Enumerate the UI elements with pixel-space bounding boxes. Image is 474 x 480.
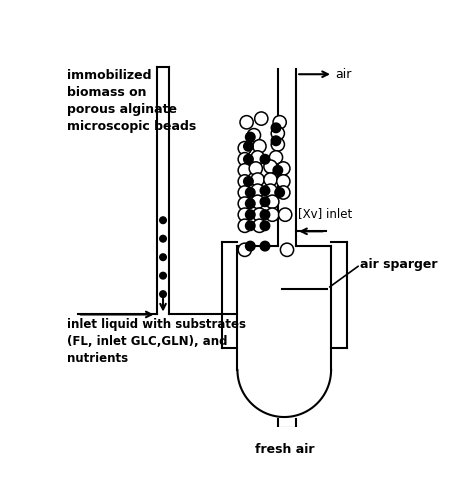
Circle shape xyxy=(264,173,277,186)
Circle shape xyxy=(273,166,283,175)
Circle shape xyxy=(271,136,281,145)
Circle shape xyxy=(246,221,255,230)
Circle shape xyxy=(264,160,277,173)
Circle shape xyxy=(255,112,268,125)
Circle shape xyxy=(244,155,253,164)
Circle shape xyxy=(247,129,261,142)
Text: air sparger: air sparger xyxy=(360,258,438,271)
Circle shape xyxy=(273,116,286,129)
Circle shape xyxy=(266,208,279,221)
Circle shape xyxy=(160,291,166,298)
Circle shape xyxy=(277,175,290,188)
Circle shape xyxy=(251,151,264,164)
Circle shape xyxy=(277,186,290,199)
Text: inlet liquid with substrates
(FL, inlet GLC,GLN), and
nutrients: inlet liquid with substrates (FL, inlet … xyxy=(66,318,246,365)
Circle shape xyxy=(269,151,283,164)
Circle shape xyxy=(253,140,266,153)
Circle shape xyxy=(260,241,270,251)
Circle shape xyxy=(271,127,284,140)
Circle shape xyxy=(260,155,270,164)
Circle shape xyxy=(238,219,251,232)
Circle shape xyxy=(238,175,251,188)
Circle shape xyxy=(238,186,251,199)
Circle shape xyxy=(246,241,255,251)
Circle shape xyxy=(160,217,166,224)
Circle shape xyxy=(260,197,270,206)
Circle shape xyxy=(253,219,266,232)
Circle shape xyxy=(160,254,166,261)
Circle shape xyxy=(246,132,255,142)
Circle shape xyxy=(271,138,284,151)
Circle shape xyxy=(266,195,279,208)
Text: immobilized
biomass on
porous alginate
microscopic beads: immobilized biomass on porous alginate m… xyxy=(66,69,196,132)
Circle shape xyxy=(279,208,292,221)
Circle shape xyxy=(160,272,166,279)
Text: [Xv] inlet: [Xv] inlet xyxy=(298,207,352,220)
Circle shape xyxy=(238,243,251,256)
Text: air: air xyxy=(335,68,351,81)
Circle shape xyxy=(281,243,293,256)
Circle shape xyxy=(251,184,264,197)
Circle shape xyxy=(238,153,251,166)
Circle shape xyxy=(271,123,281,132)
Circle shape xyxy=(264,184,277,197)
Circle shape xyxy=(277,162,290,175)
Circle shape xyxy=(240,116,253,129)
Circle shape xyxy=(246,199,255,208)
Circle shape xyxy=(260,210,270,219)
Circle shape xyxy=(249,162,263,175)
Circle shape xyxy=(160,235,166,242)
Circle shape xyxy=(260,186,270,195)
Circle shape xyxy=(244,142,253,151)
Circle shape xyxy=(251,173,264,186)
Circle shape xyxy=(275,188,284,197)
Text: fresh air: fresh air xyxy=(255,443,314,456)
Circle shape xyxy=(246,188,255,197)
Circle shape xyxy=(244,177,253,186)
Circle shape xyxy=(260,221,270,230)
Circle shape xyxy=(238,197,251,210)
Circle shape xyxy=(246,210,255,219)
Circle shape xyxy=(251,195,264,208)
Circle shape xyxy=(253,208,266,221)
Circle shape xyxy=(238,164,251,177)
Circle shape xyxy=(238,208,251,221)
Circle shape xyxy=(238,142,251,155)
